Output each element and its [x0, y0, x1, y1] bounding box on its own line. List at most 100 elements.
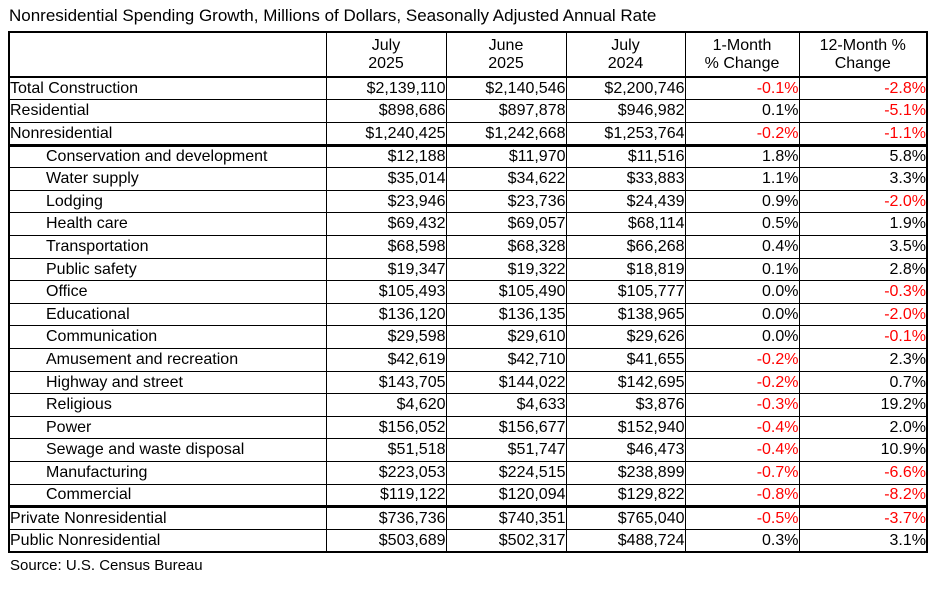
cell-1-month-pct-change: -0.5% [684, 506, 800, 530]
cell-12-month-pct-change: 1.9% [798, 212, 928, 237]
row-label: Communication [8, 325, 327, 350]
cell-jun-2025: $11,970 [445, 144, 567, 169]
cell-jul-2025: $223,053 [325, 460, 447, 485]
cell-jul-2025: $68,598 [325, 235, 447, 259]
cell-12-month-pct-change: 19.2% [798, 393, 928, 417]
cell-jun-2025: $156,677 [445, 415, 567, 440]
cell-jul-2025: $2,139,110 [325, 76, 447, 101]
cell-12-month-pct-change: 3.3% [798, 167, 928, 191]
cell-jun-2025: $34,622 [445, 167, 567, 191]
cell-12-month-pct-change: 5.8% [798, 144, 928, 169]
cell-jul-2025: $29,598 [325, 325, 447, 350]
cell-jun-2025: $105,490 [445, 280, 567, 304]
cell-jul-2024: $142,695 [565, 370, 686, 395]
page-title: Nonresidential Spending Growth, Millions… [9, 6, 657, 25]
row-label: Residential [8, 99, 327, 124]
table-row: Religious $4,620 $4,633 $3,876 -0.3% 19.2% [8, 393, 928, 417]
cell-jul-2024: $46,473 [565, 438, 686, 462]
cell-1-month-pct-change: -0.4% [684, 415, 800, 440]
cell-12-month-pct-change: 3.5% [798, 235, 928, 259]
column-header-category [8, 31, 327, 79]
cell-1-month-pct-change: 0.5% [684, 212, 800, 237]
column-header-jul-2024: July 2024 [565, 31, 686, 79]
cell-jul-2024: $238,899 [565, 460, 686, 485]
cell-jul-2025: $19,347 [325, 257, 447, 282]
row-label: Manufacturing [8, 460, 327, 485]
cell-jul-2025: $503,689 [325, 528, 447, 553]
cell-1-month-pct-change: 0.1% [684, 99, 800, 124]
cell-jun-2025: $224,515 [445, 460, 567, 485]
cell-1-month-pct-change: -0.2% [684, 348, 800, 372]
cell-jun-2025: $42,710 [445, 348, 567, 372]
row-label: Amusement and recreation [8, 348, 327, 372]
cell-1-month-pct-change: -0.7% [684, 460, 800, 485]
column-header-line: June [488, 37, 524, 55]
table-header: July 2025 June 2025 July 2024 1-Month% Change 1… [8, 31, 928, 79]
table-row: Water supply $35,014 $34,622 $33,883 1.1% 3.3… [8, 167, 928, 191]
row-label: Health care [8, 212, 327, 237]
table-row: Transportation $68,598 $68,328 $66,268 0.4% 3… [8, 235, 928, 259]
cell-12-month-pct-change: 2.8% [798, 257, 928, 282]
table-row: Lodging $23,946 $23,736 $24,439 0.9% -2.0% [8, 189, 928, 214]
cell-jun-2025: $68,328 [445, 235, 567, 259]
table-row: Power $156,052 $156,677 $152,940 -0.4% 2.0% [8, 415, 928, 440]
column-header-line: 2025 [488, 54, 524, 72]
cell-jun-2025: $502,317 [445, 528, 567, 553]
column-header-line: 1-Month [712, 37, 772, 55]
table-body: Total Construction $2,139,110 $2,140,546 $2… [8, 76, 928, 553]
cell-jul-2025: $156,052 [325, 415, 447, 440]
row-label: Water supply [8, 167, 327, 191]
table-row: Total Construction $2,139,110 $2,140,546 $2… [8, 76, 928, 101]
cell-jun-2025: $740,351 [445, 506, 567, 530]
row-label: Commercial [8, 483, 327, 509]
column-header-jun-2025: June 2025 [445, 31, 567, 79]
row-label: Highway and street [8, 370, 327, 395]
column-header-line: % Change [704, 54, 780, 72]
table-row: Manufacturing $223,053 $224,515 $238,899 -0.… [8, 460, 928, 485]
row-label: Sewage and waste disposal [8, 438, 327, 462]
cell-jul-2024: $152,940 [565, 415, 686, 440]
column-header-line: 2024 [607, 54, 644, 72]
table-row: Public Nonresidential $503,689 $502,317 $48… [8, 528, 928, 553]
cell-jun-2025: $144,022 [445, 370, 567, 395]
cell-12-month-pct-change: -2.0% [798, 302, 928, 327]
cell-1-month-pct-change: 1.1% [684, 167, 800, 191]
cell-12-month-pct-change: -3.7% [798, 506, 928, 530]
table-row: Conservation and development $12,188 $11,9… [8, 144, 928, 169]
table-row: Residential $898,686 $897,878 $946,982 0.1% -… [8, 99, 928, 124]
source-note: Source: U.S. Census Bureau [10, 556, 203, 574]
column-header-jul-2025: July 2025 [325, 31, 447, 79]
cell-jun-2025: $51,747 [445, 438, 567, 462]
row-label: Conservation and development [8, 144, 327, 169]
cell-jul-2025: $119,122 [325, 483, 447, 509]
cell-jul-2024: $488,724 [565, 528, 686, 553]
cell-jul-2025: $4,620 [325, 393, 447, 417]
cell-12-month-pct-change: -0.3% [798, 280, 928, 304]
column-header-line: Change [834, 54, 891, 72]
cell-1-month-pct-change: -0.8% [684, 483, 800, 509]
cell-jul-2024: $2,200,746 [565, 76, 686, 101]
cell-1-month-pct-change: -0.3% [684, 393, 800, 417]
cell-jul-2025: $51,518 [325, 438, 447, 462]
cell-jul-2024: $11,516 [565, 144, 686, 169]
table-row: Commercial $119,122 $120,094 $129,822 -0.8% -… [8, 483, 928, 509]
cell-jun-2025: $69,057 [445, 212, 567, 237]
cell-1-month-pct-change: 0.9% [684, 189, 800, 214]
table-row: Public safety $19,347 $19,322 $18,819 0.1% 2.… [8, 257, 928, 282]
cell-jul-2025: $35,014 [325, 167, 447, 191]
column-header-1-month-pct-change: 1-Month% Change [684, 31, 800, 79]
row-label: Private Nonresidential [8, 506, 327, 530]
row-label: Total Construction [8, 76, 327, 101]
cell-jul-2025: $69,432 [325, 212, 447, 237]
cell-jun-2025: $120,094 [445, 483, 567, 509]
cell-12-month-pct-change: -6.6% [798, 460, 928, 485]
cell-jul-2025: $105,493 [325, 280, 447, 304]
cell-jun-2025: $19,322 [445, 257, 567, 282]
cell-jul-2024: $1,253,764 [565, 122, 686, 147]
table-row: Highway and street $143,705 $144,022 $142,6… [8, 370, 928, 395]
cell-jul-2024: $946,982 [565, 99, 686, 124]
row-label: Public Nonresidential [8, 528, 327, 553]
cell-jul-2025: $42,619 [325, 348, 447, 372]
column-header-line: July [371, 37, 401, 55]
cell-12-month-pct-change: -8.2% [798, 483, 928, 509]
